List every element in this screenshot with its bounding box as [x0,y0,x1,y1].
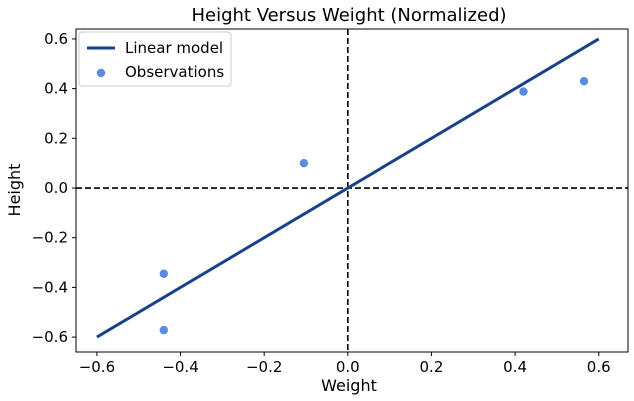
y-tick-label: −0.6 [32,328,68,346]
x-tick-label: 0.4 [503,358,527,376]
series-layer [96,37,600,339]
scatter-point [299,158,309,168]
series-line-linear-model [96,37,600,339]
y-tick-label: 0.4 [44,80,68,98]
legend-box [78,31,232,87]
legend-entry: Linear model [125,39,223,57]
y-tick-label: −0.4 [32,278,68,296]
x-tick-label: 0.0 [336,358,360,376]
y-tick-label: 0.0 [44,179,68,197]
plot-frame [75,28,629,353]
scatter-point [519,87,528,96]
y-tick-label: 0.2 [44,129,68,147]
y-tick-label: −0.2 [32,229,68,247]
scatter-point [159,269,169,278]
x-tick-label: 0.6 [587,358,611,376]
y-axis-label: Height [5,164,24,217]
x-tick-label: −0.6 [79,358,115,376]
x-axis-ticks: −0.6 −0.4 −0.2 0.0 0.2 0.4 0.6 [79,352,611,376]
scatter-point [579,76,589,86]
x-tick-label: −0.2 [246,358,282,376]
x-tick-label: −0.4 [162,358,198,376]
y-tick-label: 0.6 [44,30,68,48]
legend-marker-swatch [96,68,106,78]
y-axis-ticks: −0.6 −0.4 −0.2 0.0 0.2 0.4 0.6 [32,30,76,346]
reference-lines [76,29,628,352]
legend: Linear model Observations [78,31,232,87]
x-axis-label: Weight [321,376,377,395]
legend-entry: Observations [125,63,224,81]
chart-title: Height Versus Weight (Normalized) [191,5,506,26]
x-tick-label: 0.2 [420,358,444,376]
scatter-point [159,325,169,335]
